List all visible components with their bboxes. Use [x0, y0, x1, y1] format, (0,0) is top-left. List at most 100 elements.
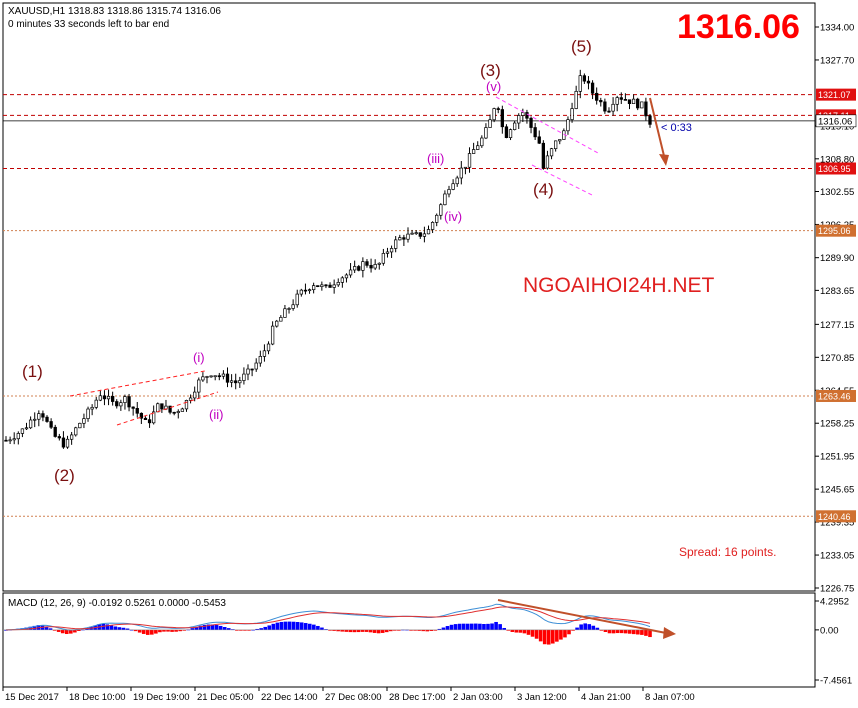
candle-body — [484, 127, 488, 139]
level-badge — [816, 224, 856, 237]
candle-body — [418, 232, 422, 237]
macd-hist-bar — [162, 629, 166, 632]
level-badge — [816, 389, 856, 402]
wave-label-2: (2) — [54, 466, 75, 485]
macd-hist-bar — [332, 629, 336, 631]
candle-body — [537, 136, 541, 144]
level-badge — [816, 510, 856, 523]
candle-body — [82, 418, 86, 424]
macd-hist-bar — [623, 629, 628, 634]
candle-body — [201, 376, 205, 381]
candle-body — [12, 438, 16, 441]
macd-hist-bar — [295, 622, 300, 630]
time-tick-label: 28 Dec 17:00 — [389, 692, 446, 703]
candle-body — [250, 368, 254, 371]
macd-hist-bar — [636, 629, 640, 635]
candle-body — [410, 232, 414, 235]
candle-body — [582, 75, 587, 82]
macd-hist-bar — [583, 623, 587, 630]
macd-hist-bar — [502, 627, 506, 630]
price-tick-label: 1334.00 — [820, 23, 854, 34]
macd-divergence-line — [497, 599, 667, 634]
macd-hist-bar — [571, 629, 575, 631]
candle-body — [566, 119, 570, 132]
macd-hist-bar — [607, 629, 612, 634]
macd-hist-bar — [619, 629, 624, 634]
candle-body — [430, 222, 435, 230]
candle-body — [106, 396, 111, 400]
macd-hist-bar — [498, 624, 502, 630]
forecast-arrow-head — [659, 154, 669, 166]
wave-label-5: (5) — [571, 37, 592, 56]
macd-hist-bar — [372, 629, 377, 633]
time-tick-label: 8 Jan 07:00 — [645, 692, 695, 703]
macd-hist-bar — [279, 621, 284, 630]
candle-body — [238, 380, 242, 384]
candle-body — [45, 416, 49, 422]
macd-hist-bar — [627, 629, 632, 634]
candle-body — [168, 405, 172, 413]
candle-body — [607, 110, 611, 113]
macd-hist-bar — [486, 623, 490, 630]
macd-hist-bar — [591, 625, 596, 630]
candle-body — [299, 289, 303, 295]
time-tick-label: 21 Dec 05:00 — [197, 692, 254, 703]
macd-hist-bar — [360, 629, 365, 632]
price-tick-label: 1283.65 — [820, 286, 854, 297]
macd-hist-bar — [77, 629, 81, 631]
macd-hist-bar — [538, 629, 543, 642]
candle-body — [324, 284, 328, 287]
macd-hist-bar — [579, 624, 583, 630]
candle-body — [24, 427, 29, 430]
candle-body — [90, 406, 94, 410]
candle-body — [229, 380, 234, 383]
candle-body — [545, 155, 550, 169]
candle-body — [316, 285, 320, 287]
macd-hist-bar — [255, 628, 259, 630]
macd-header: MACD (12, 26, 9) -0.0192 0.5261 0.0000 -… — [8, 598, 226, 609]
macd-hist-bar — [393, 629, 397, 631]
candle-body — [590, 82, 595, 94]
price-tick-label: 1258.25 — [820, 419, 854, 430]
price-tick-label: 1308.80 — [820, 154, 854, 165]
candle-body — [406, 233, 410, 240]
candle-body — [242, 373, 246, 381]
macd-hist-bar — [182, 629, 187, 631]
candle-body — [217, 375, 221, 378]
macd-hist-bar — [141, 629, 146, 634]
macd-hist-bar — [631, 629, 636, 635]
macd-hist-bar — [510, 629, 515, 632]
macd-hist-bar — [60, 629, 65, 634]
candle-body — [517, 115, 521, 124]
channel-upper-line — [69, 370, 206, 397]
time-tick-label: 19 Dec 19:00 — [133, 692, 190, 703]
candle-body — [209, 375, 213, 378]
candle-body — [377, 262, 381, 265]
level-badge — [816, 88, 856, 101]
wave4-lower-line — [531, 164, 595, 197]
macd-hist-bar — [275, 622, 280, 630]
candle-body — [33, 418, 37, 421]
candle-body — [467, 153, 472, 168]
macd-hist-bar — [421, 629, 425, 632]
macd-tick-label: 0.00 — [820, 625, 839, 636]
macd-hist-bar — [457, 623, 462, 630]
candle-body — [336, 282, 340, 286]
candle-body — [307, 289, 312, 292]
macd-tick-label: -7.4561 — [820, 676, 852, 687]
candle-body — [365, 261, 369, 266]
price-tick-label: 1270.85 — [820, 353, 854, 364]
macd-hist-bar — [559, 629, 563, 640]
candle-body — [623, 99, 628, 101]
candle-body — [500, 109, 504, 128]
candle-body — [221, 373, 226, 377]
candle-body — [463, 166, 468, 169]
macd-hist-bar — [243, 629, 247, 631]
macd-hist-bar — [121, 627, 126, 630]
spread-text: Spread: 16 points. — [679, 545, 776, 559]
macd-hist-bar — [478, 623, 482, 630]
price-tick-label: 1327.70 — [820, 55, 854, 66]
macd-hist-bar — [615, 629, 620, 634]
macd-hist-bar — [235, 629, 239, 631]
candle-body — [295, 293, 299, 306]
